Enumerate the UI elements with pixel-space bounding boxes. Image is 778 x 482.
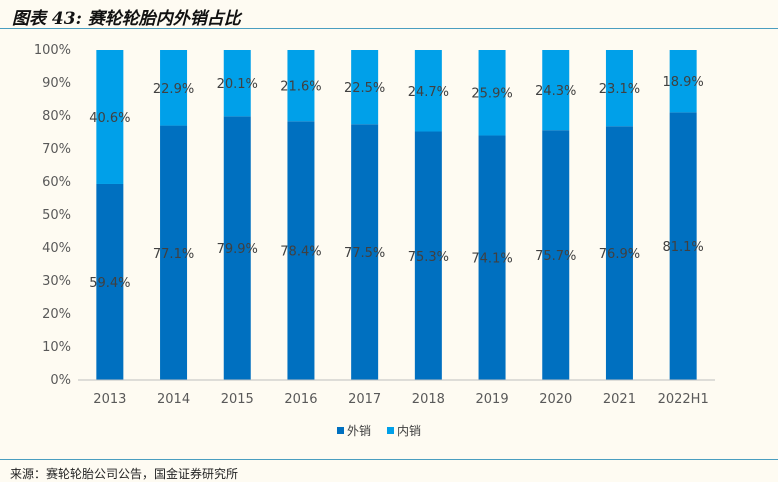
- bar-segment-domestic: [669, 50, 697, 113]
- bar-segment-export: [669, 112, 697, 381]
- data-label: 74.1%: [471, 252, 512, 267]
- title-rule: [0, 28, 778, 29]
- source-rule: [0, 459, 778, 460]
- legend-swatch: [337, 427, 344, 434]
- legend: 外销 内销: [337, 424, 421, 438]
- data-label: 18.9%: [662, 75, 703, 90]
- data-label: 22.9%: [153, 82, 194, 97]
- bar-segment-export: [96, 183, 124, 380]
- bar-segment-export: [414, 131, 442, 380]
- bars: [96, 50, 697, 381]
- data-label: 20.1%: [217, 77, 258, 92]
- y-tick-label: 30%: [42, 274, 71, 289]
- y-tick-label: 20%: [42, 307, 71, 322]
- data-label: 25.9%: [471, 87, 512, 102]
- y-tick-label: 50%: [42, 208, 71, 223]
- bar-segment-domestic: [351, 50, 379, 125]
- data-label: 79.9%: [217, 242, 258, 257]
- legend-label: 内销: [397, 424, 421, 438]
- data-label: 77.5%: [344, 246, 385, 261]
- x-tick-label: 2015: [221, 392, 254, 407]
- bar-segment-domestic: [160, 50, 188, 126]
- data-label: 21.6%: [280, 80, 321, 95]
- bar-segment-export: [605, 126, 633, 380]
- bar-segment-domestic: [542, 50, 570, 131]
- y-tick-label: 100%: [34, 43, 71, 58]
- x-tick-label: 2013: [93, 392, 126, 407]
- bar-segment-domestic: [478, 50, 506, 136]
- data-label: 23.1%: [599, 82, 640, 97]
- legend-label: 外销: [347, 424, 371, 438]
- data-label: 76.9%: [599, 247, 640, 262]
- bar-segment-domestic: [605, 50, 633, 127]
- x-tick-label: 2017: [348, 392, 381, 407]
- bar-segment-export: [351, 124, 379, 380]
- bar-segment-export: [160, 125, 188, 380]
- y-tick-label: 70%: [42, 142, 71, 157]
- data-labels: 59.4% 40.6% 77.1% 22.9% 79.9% 20.1% 78.4% 21.6%…: [89, 75, 704, 291]
- x-tick-label: 2018: [412, 392, 445, 407]
- x-tick-label: 2016: [284, 392, 317, 407]
- data-label: 75.7%: [535, 249, 576, 264]
- bar-segment-export: [478, 135, 506, 380]
- data-label: 40.6%: [89, 111, 130, 126]
- y-tick-label: 0%: [50, 373, 71, 388]
- x-tick-label: 2014: [157, 392, 190, 407]
- legend-swatch: [387, 427, 394, 434]
- data-label: 75.3%: [408, 250, 449, 265]
- bar-segment-domestic: [96, 50, 124, 184]
- bar-segment-domestic: [223, 50, 251, 117]
- data-label: 22.5%: [344, 81, 385, 96]
- data-label: 24.7%: [408, 85, 449, 100]
- y-tick-label: 10%: [42, 340, 71, 355]
- data-label: 81.1%: [662, 240, 703, 255]
- x-axis: 2013 2014 2015 2016 2017 2018 2019 2020 2021 2022…: [78, 379, 715, 407]
- x-tick-label: 2020: [539, 392, 572, 407]
- figure-title: 图表 43: 赛轮轮胎内外销占比: [12, 9, 241, 29]
- y-tick-label: 40%: [42, 241, 71, 256]
- stacked-bar-chart: 0% 10% 20% 30% 40% 50% 60% 70% 80% 90% 100% 59.4% 4…: [34, 43, 715, 438]
- bar-segment-export: [542, 130, 570, 380]
- y-tick-label: 60%: [42, 175, 71, 190]
- data-label: 77.1%: [153, 247, 194, 262]
- x-tick-label: 2022H1: [658, 392, 709, 407]
- y-axis: 0% 10% 20% 30% 40% 50% 60% 70% 80% 90% 100%: [34, 43, 71, 388]
- data-label: 24.3%: [535, 84, 576, 99]
- data-label: 78.4%: [280, 245, 321, 260]
- bar-segment-domestic: [287, 50, 315, 122]
- data-label: 59.4%: [89, 276, 130, 291]
- bar-segment-export: [287, 121, 315, 380]
- x-tick-label: 2021: [603, 392, 636, 407]
- source-note: 来源：赛轮轮胎公司公告，国金证券研究所: [10, 467, 239, 481]
- x-tick-label: 2019: [476, 392, 509, 407]
- y-tick-label: 80%: [42, 109, 71, 124]
- bar-segment-domestic: [414, 50, 442, 132]
- y-tick-label: 90%: [42, 76, 71, 91]
- bar-segment-export: [223, 116, 251, 380]
